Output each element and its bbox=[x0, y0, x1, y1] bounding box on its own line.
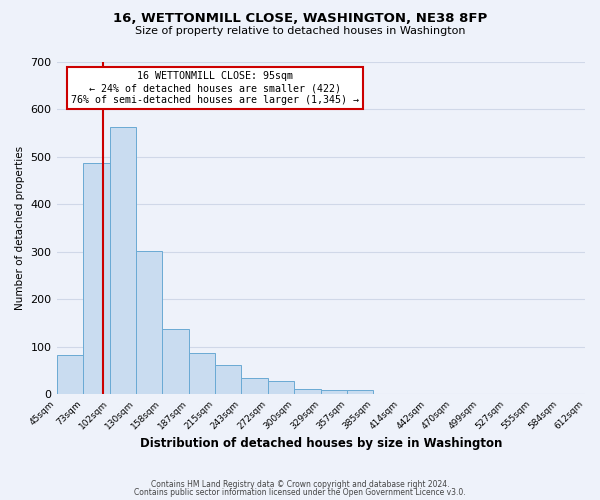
Text: Size of property relative to detached houses in Washington: Size of property relative to detached ho… bbox=[135, 26, 465, 36]
Text: 16 WETTONMILL CLOSE: 95sqm
← 24% of detached houses are smaller (422)
76% of sem: 16 WETTONMILL CLOSE: 95sqm ← 24% of deta… bbox=[71, 72, 359, 104]
Bar bbox=[215, 364, 241, 394]
Text: 16, WETTONMILL CLOSE, WASHINGTON, NE38 8FP: 16, WETTONMILL CLOSE, WASHINGTON, NE38 8… bbox=[113, 12, 487, 26]
X-axis label: Distribution of detached houses by size in Washington: Distribution of detached houses by size … bbox=[140, 437, 502, 450]
Bar bbox=[268, 380, 294, 394]
Text: Contains HM Land Registry data © Crown copyright and database right 2024.: Contains HM Land Registry data © Crown c… bbox=[151, 480, 449, 489]
Bar bbox=[110, 126, 136, 394]
Bar bbox=[321, 390, 347, 394]
Bar bbox=[241, 378, 268, 394]
Bar bbox=[56, 356, 83, 395]
Bar bbox=[162, 329, 189, 394]
Bar bbox=[83, 163, 110, 394]
Bar bbox=[189, 353, 215, 395]
Text: Contains public sector information licensed under the Open Government Licence v3: Contains public sector information licen… bbox=[134, 488, 466, 497]
Bar bbox=[136, 251, 162, 394]
Y-axis label: Number of detached properties: Number of detached properties bbox=[15, 146, 25, 310]
Bar bbox=[294, 390, 321, 394]
Bar bbox=[347, 390, 373, 394]
